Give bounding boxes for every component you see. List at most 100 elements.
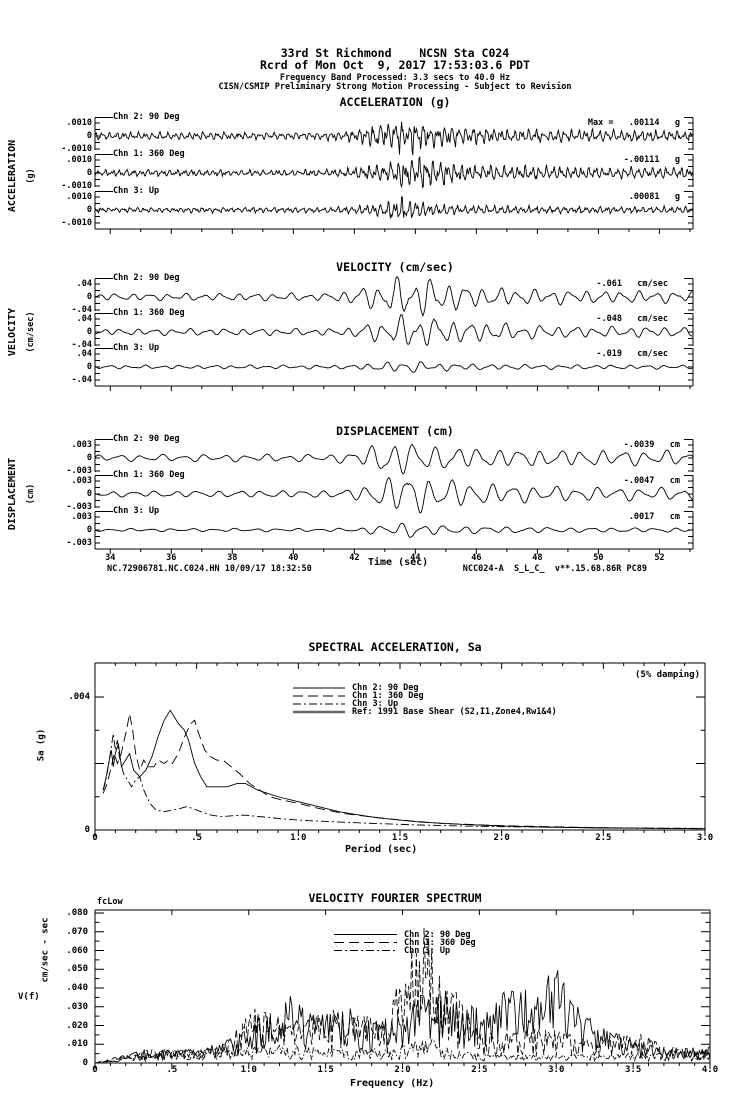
tick-label: .010 [66,1039,88,1050]
tick-label: .0010 [66,118,92,128]
vel-chn2-label: Chn 2: 90 Deg [113,273,180,283]
fourier-legend-chn2: Chn 2: 90 Deg [404,930,471,940]
tick-label: -.0010 [61,144,92,154]
tick-label: 0 [86,453,92,463]
displacement-axis-units: (cm) [25,483,36,505]
tick-label: 52 [654,553,665,563]
acceleration-section-title: ACCELERATION (g) [339,95,451,109]
tick-label: 0 [86,525,92,535]
acc-chn1-label: Chn 1: 360 Deg [113,149,185,159]
fourier-ylabel: V(f) [18,992,40,1002]
vel-chn2-peak-label: -.061 cm/sec [596,279,668,289]
tick-label: .003 [71,512,92,522]
tick-label: .003 [71,440,92,450]
tick-label: 50 [593,553,604,563]
tick-label: 3.0 [696,833,714,843]
acceleration-axis-label: ACCELERATION [7,139,18,213]
tick-label: 42 [349,553,360,563]
tick-label: .030 [66,1001,88,1012]
velocity-section-title: VELOCITY (cm/sec) [336,260,454,274]
sa-legend-chn1: Chn 1: 360 Deg [352,691,424,701]
disp-chn1-peak-label: -.0047 cm [623,476,680,486]
tick-label: 4.0 [701,1065,719,1075]
tick-label: .0010 [66,192,92,202]
fourier-legend-chn3: Chn 3: Up [404,946,451,956]
time-axis-label: Time (sec) [368,557,429,568]
record-datetime: Rcrd of Mon Oct 9, 2017 17:53:03.6 PDT [259,58,531,72]
tick-label: -.04 [71,340,92,350]
tick-label: 36 [166,553,177,563]
disp-chn2-peak-label: -.0039 cm [623,440,680,450]
tick-label: -.003 [66,502,92,512]
sa-legend-chn2: Chn 2: 90 Deg [352,683,419,693]
acceleration-axis-units: (g) [25,168,36,184]
tick-label: 40 [288,553,299,563]
disp-chn3-label: Chn 3: Up [113,506,160,516]
vel-chn3-peak-label: -.019 cm/sec [596,349,668,359]
tick-label: 0 [86,327,92,337]
tick-label: .5 [191,833,203,843]
sa-ytick-0: 0 [84,825,90,835]
tick-label: -.003 [66,466,92,476]
vel-chn1-label: Chn 1: 360 Deg [113,308,185,318]
tick-label: .04 [76,349,92,359]
tick-label: 2.0 [493,833,510,843]
tick-label: -.0010 [61,218,92,228]
damping-annotation: (5% damping) [634,670,700,680]
tick-label: 38 [227,553,238,563]
tick-label: 44 [410,553,421,563]
displacement-section-title: DISPLACEMENT (cm) [336,424,454,438]
velocity-axis-label: VELOCITY [7,307,18,357]
acc-chn2-label: Chn 2: 90 Deg [113,112,180,122]
tick-label: 0 [86,489,92,499]
tick-label: 1.5 [317,1065,334,1075]
tick-label: 3.0 [548,1065,565,1075]
sa-title: SPECTRAL ACCELERATION, Sa [308,640,482,654]
tick-label: 2.5 [595,833,612,843]
fclow-marker: fcLow [97,897,123,907]
acc-chn3-label: Chn 3: Up [113,186,160,196]
sa-ytick-004: .004 [68,692,90,702]
tick-label: .003 [71,476,92,486]
tick-label: 0 [86,168,92,178]
frequency-band-note: Frequency Band Processed: 3.3 secs to 40… [279,73,511,83]
tick-label: .04 [76,279,92,289]
tick-label: -.0010 [61,181,92,191]
sa-ylabel: Sa (g) [36,728,47,762]
tick-label: 0 [86,362,92,372]
sa-legend-ref: Ref: 1991 Base Shear (S2,I1,Zone4,Rw1&4) [352,707,557,717]
tick-label: 2.5 [471,1065,488,1075]
tick-label: .070 [66,926,88,937]
tick-label: .080 [66,908,88,918]
tick-label: 46 [471,553,482,563]
tick-label: .020 [66,1020,88,1031]
vel-chn3-label: Chn 3: Up [113,343,160,353]
version-footer: NCC024-A S_L_C_ v**.15.68.86R PC89 [462,564,647,574]
tick-label: .0010 [66,155,92,165]
tick-label: 1.0 [240,1065,257,1075]
tick-label: 1.0 [290,833,307,843]
sa-legend-chn3: Chn 3: Up [352,699,399,709]
disp-chn2-label: Chn 2: 90 Deg [113,434,180,444]
tick-label: .04 [76,314,92,324]
processing-note: CISN/CSMIP Preliminary Strong Motion Pro… [218,82,572,92]
tick-label: 0 [86,131,92,141]
disp-chn3-peak-label: .0017 cm [628,512,680,522]
tick-label: 0 [92,1065,98,1075]
frequency-axis-label: Frequency (Hz) [350,1078,435,1089]
acc-chn3-peak-label: .00081 g [628,192,680,202]
tick-label: .050 [66,964,88,975]
tick-label: 0 [86,205,92,215]
tick-label: 34 [105,553,116,563]
tick-label: 3.5 [624,1065,642,1075]
tick-label: -.04 [71,375,92,385]
fourier-title: VELOCITY FOURIER SPECTRUM [308,891,482,905]
tick-label: -.04 [71,305,92,315]
tick-label: .040 [66,983,88,993]
vel-chn1-peak-label: -.048 cm/sec [596,314,668,324]
acc-chn1-peak-label: -.00111 g [623,155,680,165]
tick-label: 0 [82,1058,88,1068]
tick-label: 48 [532,553,543,563]
